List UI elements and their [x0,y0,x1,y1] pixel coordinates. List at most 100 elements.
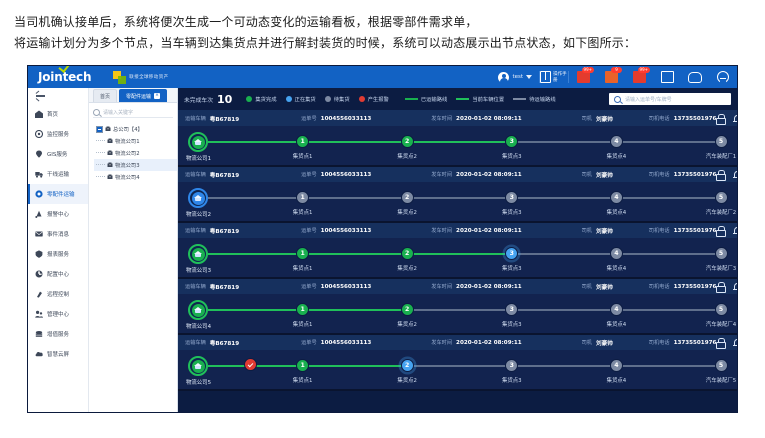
bell-icon[interactable] [733,226,737,236]
lock-icon[interactable] [716,114,727,125]
search-input[interactable]: 请输入运单号/车牌号 [609,93,731,105]
waypoint-node[interactable]: 1 [296,135,310,148]
sidebar-item-3[interactable]: 干线运输 [28,164,88,184]
tree-node-2[interactable]: 物流公司3 [94,159,177,171]
field-depart-value: 2020-01-02 08:09:11 [456,115,522,122]
origin-node[interactable] [188,244,208,264]
bell-icon[interactable] [733,282,737,292]
origin-node[interactable] [188,188,208,208]
field-vehicle-label: 运输车辆 [185,340,206,346]
bell-icon[interactable] [733,338,737,348]
waypoint-node[interactable]: 2 [400,191,414,204]
waypoint-node[interactable]: 2 [400,135,414,148]
waypoint-node[interactable]: 3 [505,303,519,316]
lock-icon[interactable] [716,170,727,181]
waypoint-node[interactable]: 4 [609,359,623,372]
waypoint-node[interactable]: 3 [505,359,519,372]
field-driver-label: 司机 [581,172,592,178]
alarm-button[interactable]: 99+ [569,66,597,88]
book-icon [540,71,552,83]
waypoint-node[interactable]: 2 [400,247,414,260]
waypoint-node[interactable]: 1 [296,303,310,316]
message-badge: 9 [611,67,622,73]
sidebar-item-8[interactable]: 配置中心 [28,264,88,284]
cloud-button[interactable] [681,66,709,88]
waypoint-node[interactable]: 1 [296,191,310,204]
waypoint-label: 集货点3 [501,210,522,216]
bell-icon[interactable] [733,114,737,124]
support-button[interactable] [709,66,737,88]
waypoint-node[interactable]: 2 [400,303,414,316]
waypoint-node[interactable]: 3 [505,247,519,260]
waypoint-node[interactable]: 4 [609,135,623,148]
bell-icon[interactable] [733,170,737,180]
sidebar-item-11[interactable]: 增值服务 [28,324,88,344]
gis-icon [35,150,43,158]
sidebar-item-5[interactable]: 报警中心 [28,204,88,224]
transport-card[interactable]: 运输车辆 粤B67819 运单号 1004556033113 发车时间 2020-01-0… [178,111,737,167]
transport-card[interactable]: 运输车辆 粤B67819 运单号 1004556033113 发车时间 2020-01-0… [178,167,737,223]
transport-card[interactable]: 运输车辆 粤B67819 运单号 1004556033113 发车时间 2020-01-0… [178,279,737,335]
tree-root-node[interactable]: 总公司【4】 [94,123,177,135]
sidebar-item-6[interactable]: 事件消息 [28,224,88,244]
user-menu[interactable]: test [491,66,539,88]
transport-card[interactable]: 运输车辆 粤B67819 运单号 1004556033113 发车时间 2020-01-0… [178,335,737,391]
transport-card[interactable]: 运输车辆 粤B67819 运单号 1004556033113 发车时间 2020-01-0… [178,223,737,279]
field-depart: 发车时间 2020-01-02 08:09:11 [431,339,521,347]
waypoint-node[interactable]: 4 [609,247,623,260]
tree-node-0[interactable]: 物流公司1 [94,135,177,147]
sidebar-item-10[interactable]: 管理中心 [28,304,88,324]
sidebar-item-2[interactable]: GIS服务 [28,144,88,164]
app-body: 首页 监控服务 GIS服务 干线运输 零配件运输 报警中心 事件消息 报表服务 配置中心 远程控制… [28,88,737,412]
waypoint-label: 集货点1 [292,378,313,384]
message-button[interactable]: 9 [597,66,625,88]
sidebar-item-7[interactable]: 报表服务 [28,244,88,264]
tree-node-3[interactable]: 物流公司4 [94,171,177,183]
waypoint-node[interactable]: 3 [505,135,519,148]
tab-parts-transport[interactable]: 零配件运输 × [119,89,168,102]
report-button[interactable] [653,66,681,88]
waypoint-node[interactable]: 5 [714,359,728,372]
waypoint-node[interactable]: 2 [400,359,414,372]
close-icon[interactable]: × [154,93,161,99]
sidebar-item-4[interactable]: 零配件运输 [28,184,88,204]
route-legend-label: 当前车辆位置 [472,97,505,103]
lock-icon[interactable] [716,226,727,237]
waypoint-node[interactable]: 4 [609,191,623,204]
sidebar-item-12[interactable]: 智慧云屏 [28,344,88,364]
expand-toggle-icon[interactable] [96,125,103,133]
tab-home[interactable]: 首页 [93,89,118,102]
waypoint-label: 汽车装配厂5 [705,378,737,384]
field-driver: 司机 刘豪帅 [582,227,613,235]
alarm-marker[interactable] [243,358,257,371]
legend-label: 产生报警 [367,97,389,103]
waypoint-node[interactable]: 1 [296,359,310,372]
waypoint-node[interactable]: 3 [505,191,519,204]
sidebar-collapse-button[interactable] [28,88,88,104]
sidebar-item-label: 管理中心 [47,312,70,318]
origin-node[interactable] [188,300,208,320]
legend-item-0: 集货完成 [246,95,277,103]
field-phone-value: 13735501976 [673,339,717,346]
waypoint-node[interactable]: 5 [714,303,728,316]
origin-node[interactable] [188,132,208,152]
tree-node-1[interactable]: 物流公司2 [94,147,177,159]
sidebar-item-9[interactable]: 远程控制 [28,284,88,304]
company-icon [107,138,113,143]
origin-node[interactable] [188,356,208,376]
lock-icon[interactable] [716,338,727,349]
waypoint-node[interactable]: 5 [714,191,728,204]
lock-icon[interactable] [716,282,727,293]
work-order-button[interactable]: 99+ [625,66,653,88]
card-actions [716,114,737,125]
tree-search-input[interactable]: 请输入关键字 [93,107,173,118]
waypoint-node[interactable]: 5 [714,135,728,148]
card-actions [716,338,737,349]
manual-button[interactable]: 操作手册 [540,66,568,88]
waypoint-node[interactable]: 5 [714,247,728,260]
field-waybill-value: 1004556033113 [320,339,372,346]
sidebar-item-0[interactable]: 首页 [28,104,88,124]
waypoint-node[interactable]: 1 [296,247,310,260]
sidebar-item-1[interactable]: 监控服务 [28,124,88,144]
waypoint-node[interactable]: 4 [609,303,623,316]
